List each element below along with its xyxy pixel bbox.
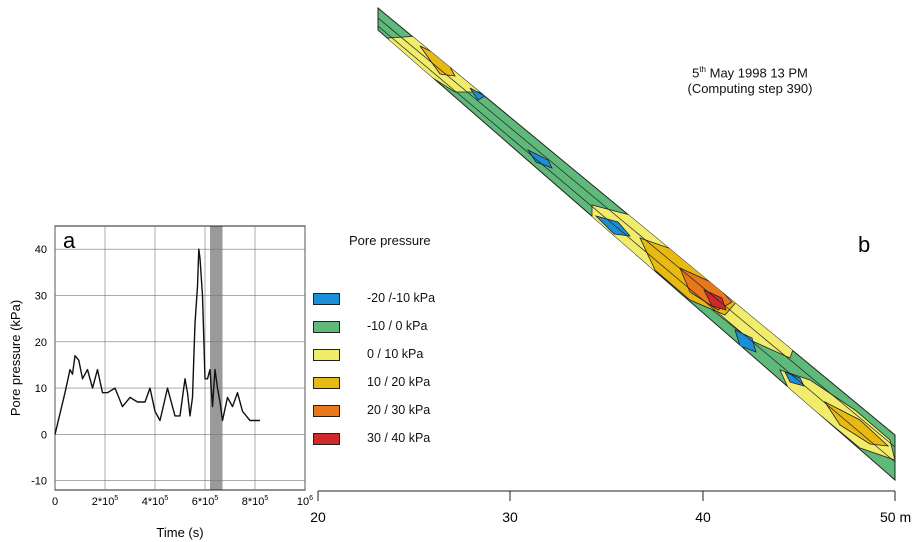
y-tick-label: 0	[41, 429, 47, 441]
y-tick-label: 10	[35, 383, 47, 395]
legend-swatch	[313, 293, 340, 305]
legend-swatch	[313, 377, 340, 389]
x-tick-label: 106	[297, 495, 313, 508]
distance-tick-label: 50 m	[880, 509, 911, 525]
timestamp-annotation: 5th May 1998 13 PM (Computing step 390)	[650, 62, 850, 97]
x-axis-title: Time (s)	[156, 525, 203, 540]
legend-label: 30 / 40 kPa	[367, 431, 431, 445]
legend-swatch	[313, 349, 340, 361]
legend-swatch	[313, 405, 340, 417]
y-tick-label: 40	[35, 244, 47, 256]
legend-label: -20 /-10 kPa	[367, 291, 436, 305]
panel-a-letter: a	[63, 228, 76, 253]
pore-pressure-series-line	[54, 248, 260, 435]
legend-swatch	[313, 433, 340, 445]
legend-label: 20 / 30 kPa	[367, 403, 431, 417]
distance-axis: 20 30 40 50 m	[310, 490, 911, 525]
x-tick-label: 6*105	[192, 495, 219, 508]
y-tick-label: 20	[35, 337, 47, 349]
layer-line	[378, 17, 895, 448]
contour-zone-amber	[823, 400, 890, 447]
contour-zone-blue	[526, 148, 553, 169]
x-tick-label: 8*105	[242, 495, 269, 508]
contour-zone-blue	[469, 87, 486, 101]
x-tick-label: 0	[52, 496, 58, 508]
legend-title: Pore pressure	[349, 233, 431, 248]
step-label: (Computing step 390)	[687, 81, 813, 97]
legend-label: 0 / 10 kPa	[367, 347, 424, 361]
date-label: 5th May 1998 13 PM	[692, 65, 808, 81]
layer-line	[378, 25, 895, 463]
panel-b-letter: b	[858, 232, 870, 257]
distance-tick-label: 30	[502, 509, 518, 525]
x-tick-label: 4*105	[142, 495, 169, 508]
y-tick-label: 30	[35, 290, 47, 302]
legend-swatch	[313, 321, 340, 333]
distance-tick-label: 20	[310, 509, 326, 525]
contour-zone-red	[703, 289, 727, 311]
slope-band	[377, 6, 896, 482]
x-tick-label: 2*105	[92, 495, 119, 508]
highlight-band	[210, 226, 223, 490]
distance-tick-label: 40	[695, 509, 711, 525]
legend-label: 10 / 20 kPa	[367, 375, 431, 389]
y-axis-title: Pore pressure (kPa)	[8, 300, 23, 416]
y-tick-label: -10	[31, 476, 47, 488]
contour-zone-blue	[784, 371, 805, 387]
contour-zone-blue	[734, 329, 757, 353]
legend-label: -10 / 0 kPa	[367, 319, 428, 333]
